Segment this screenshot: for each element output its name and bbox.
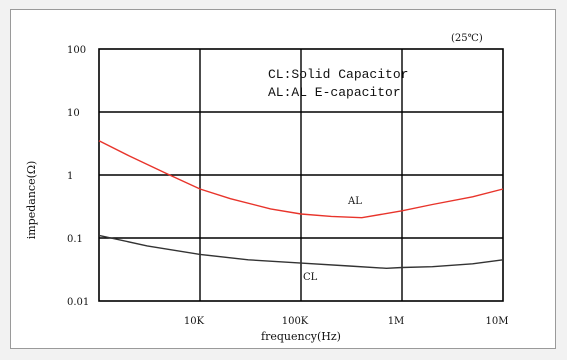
legend-line-al: AL:AL E-capacitor <box>268 85 401 100</box>
legend-line-cl: CL:Solid Capacitor <box>268 67 408 82</box>
series-label-al: AL <box>347 196 362 207</box>
impedance-chart: 100 10 1 0.1 0.01 10K 100K 1M 10M (25℃) CL:Soli… <box>25 33 509 343</box>
x-tick-label: 10M <box>486 316 509 327</box>
y-tick-label: 100 <box>67 45 86 56</box>
x-tick-label: 10K <box>184 316 205 327</box>
x-tick-labels: 10K 100K 1M 10M <box>184 316 509 327</box>
series-lines <box>98 140 504 270</box>
y-axis-label: impedance(Ω) <box>25 161 38 240</box>
chart-frame: 100 10 1 0.1 0.01 10K 100K 1M 10M (25℃) CL:Soli… <box>10 9 556 349</box>
temperature-annotation: (25℃) <box>451 33 483 44</box>
grid <box>98 48 504 302</box>
y-tick-label: 1 <box>67 171 73 182</box>
x-tick-label: 100K <box>282 316 309 327</box>
series-line-al <box>98 140 504 219</box>
series-line-cl <box>98 234 504 270</box>
series-label-cl: CL <box>303 272 318 283</box>
y-tick-label: 10 <box>67 108 80 119</box>
y-tick-label: 0.01 <box>67 297 89 308</box>
x-tick-label: 1M <box>388 316 405 327</box>
y-tick-labels: 100 10 1 0.1 0.01 <box>67 45 89 308</box>
x-axis-label: frequency(Hz) <box>261 330 341 343</box>
y-tick-label: 0.1 <box>67 234 83 245</box>
